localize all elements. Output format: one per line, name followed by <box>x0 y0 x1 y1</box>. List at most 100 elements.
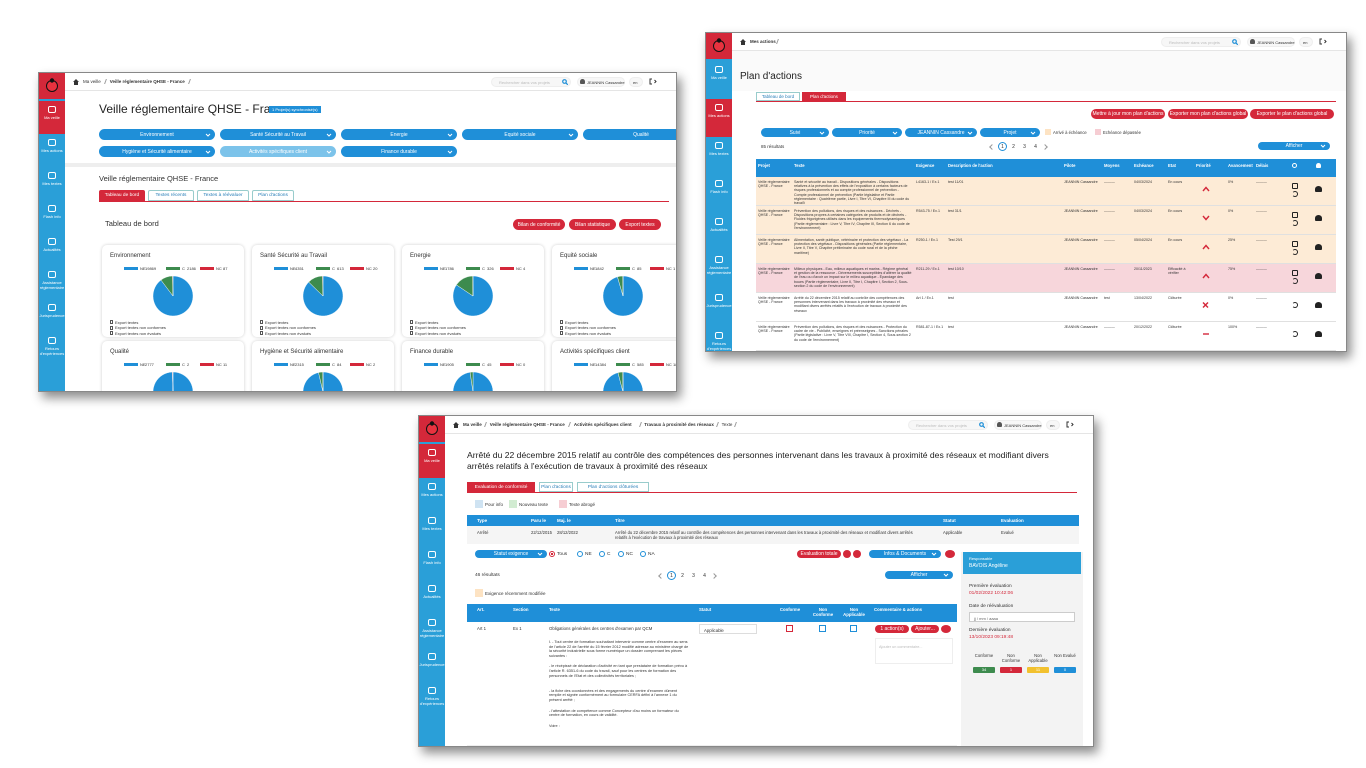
sidebar-item[interactable]: Mes textes <box>706 137 732 175</box>
breadcrumb-item[interactable]: Activités spécifiques client <box>573 422 632 427</box>
radio[interactable] <box>618 551 624 557</box>
icon-button[interactable] <box>853 550 861 558</box>
filter-button[interactable]: Hygiène et Sécurité alimentaire <box>99 146 215 157</box>
assign-icon[interactable] <box>1315 302 1322 308</box>
sidebar-item[interactable]: Retours d'expériences <box>706 327 732 351</box>
tab[interactable]: Plan d'actions clôturées <box>577 482 649 492</box>
filter-button[interactable]: Priorité <box>832 128 902 137</box>
history-icon[interactable] <box>1292 278 1298 284</box>
status-filter[interactable]: Statut exigence <box>475 550 547 558</box>
history-icon[interactable] <box>1292 331 1298 337</box>
lang-box[interactable] <box>629 77 643 87</box>
tab[interactable]: Textes récents <box>148 190 194 201</box>
breadcrumb-item[interactable]: Ma veille <box>463 422 482 427</box>
filter-button[interactable]: Environnement <box>99 129 215 140</box>
sidebar-item[interactable]: Assistance réglementaire <box>39 266 65 299</box>
sidebar-item[interactable]: Retours d'expériences <box>419 682 445 716</box>
radio[interactable] <box>640 551 646 557</box>
tab[interactable]: Evaluation de conformité <box>467 482 535 492</box>
tab[interactable]: Textes à réévaluer <box>197 190 249 201</box>
search-box[interactable] <box>1161 37 1241 47</box>
export-link[interactable]: Export textes non conformes <box>115 325 166 330</box>
export-link[interactable]: Export textes non évalués <box>565 330 612 336</box>
status-checkbox[interactable] <box>850 625 857 632</box>
export-link[interactable]: Export textes non conformes <box>565 325 616 330</box>
user-box[interactable] <box>994 420 1042 430</box>
history-icon[interactable] <box>1292 220 1298 226</box>
sidebar-item[interactable]: Mes actions <box>706 99 732 137</box>
reeval-input[interactable]: jj / mm / aaaa <box>969 612 1075 622</box>
filter-button[interactable]: Qualité <box>583 129 676 140</box>
sidebar-item[interactable]: Mes textes <box>39 167 65 200</box>
history-icon[interactable] <box>1292 191 1298 197</box>
page-number[interactable]: 4 <box>1034 143 1037 150</box>
sidebar-item[interactable]: Jurisprudence <box>39 299 65 332</box>
status-checkbox[interactable] <box>819 625 826 632</box>
status-select[interactable]: Applicable <box>699 624 757 634</box>
user-box[interactable] <box>577 77 625 87</box>
assign-icon[interactable] <box>1315 273 1322 279</box>
search-box[interactable] <box>491 77 571 87</box>
action-button[interactable]: Mettre à jour mon plan d'actions <box>1091 109 1165 119</box>
sidebar-item[interactable]: Mes actions <box>419 478 445 512</box>
tab[interactable]: Plan d'actions <box>802 92 846 101</box>
filter-button[interactable]: Equité sociale <box>462 129 578 140</box>
filter-button[interactable]: Suivi <box>761 128 829 137</box>
sidebar-item[interactable]: Ma veille <box>419 444 445 478</box>
display-button[interactable]: Afficher <box>1258 142 1330 150</box>
page-number[interactable]: 4 <box>703 572 706 579</box>
tab[interactable]: Plan d'actions <box>252 190 294 201</box>
sidebar-item[interactable]: Mes textes <box>419 512 445 546</box>
breadcrumb-item[interactable]: Travaux à proximité des réseaux <box>644 422 714 427</box>
comment-box[interactable]: Ajouter un commentaire... <box>875 638 953 664</box>
sidebar-item[interactable]: Flash info <box>39 200 65 233</box>
export-link[interactable]: Export textes <box>565 319 589 325</box>
sidebar-item[interactable]: Ma veille <box>706 61 732 99</box>
action-button[interactable]: Bilan statistique <box>569 219 616 230</box>
sidebar-item[interactable]: Actualités <box>39 233 65 266</box>
display-button[interactable]: Afficher <box>885 571 953 579</box>
export-link[interactable]: Export textes non conformes <box>265 325 316 330</box>
radio[interactable] <box>577 551 583 557</box>
breadcrumb-item[interactable]: Veille réglementaire QHSE - France <box>109 79 185 84</box>
export-link[interactable]: Export textes <box>115 319 139 325</box>
page-number[interactable]: 2 <box>1012 143 1015 150</box>
assign-icon[interactable] <box>1315 215 1322 221</box>
edit-icon[interactable] <box>1292 241 1298 247</box>
tab[interactable]: Plan d'actions <box>539 482 573 492</box>
assign-icon[interactable] <box>1315 186 1322 192</box>
sidebar-item[interactable]: Assistance réglementaire <box>706 251 732 289</box>
breadcrumb-item[interactable]: Texte <box>721 422 733 427</box>
tab[interactable]: Tableau de bord <box>99 190 145 201</box>
filter-button[interactable]: Finance durable <box>341 146 457 157</box>
sidebar-item[interactable]: Retours d'expériences <box>39 332 65 365</box>
sidebar-item[interactable]: Assistance réglementaire <box>419 614 445 648</box>
add-button[interactable]: Ajouter... <box>911 625 939 633</box>
action-button[interactable]: Exporter mon plan d'actions global <box>1168 109 1248 119</box>
breadcrumb-item[interactable]: Ma veille <box>83 79 101 84</box>
more-button[interactable] <box>945 550 955 558</box>
lang-box[interactable] <box>1046 420 1060 430</box>
export-link[interactable]: Export textes non conformes <box>415 325 466 330</box>
export-link[interactable]: Export textes non évalués <box>265 330 312 336</box>
close-button[interactable] <box>941 625 951 633</box>
action-button[interactable]: Export textes <box>619 219 661 230</box>
action-button[interactable]: Exporter le plan d'actions global <box>1250 109 1334 119</box>
action-button[interactable]: Bilan de conformité <box>513 219 565 230</box>
status-checkbox[interactable] <box>786 625 793 632</box>
export-link[interactable]: Export textes non évalués <box>115 330 162 336</box>
lang-box[interactable] <box>1299 37 1313 47</box>
page-number[interactable]: 1 <box>998 142 1007 151</box>
search-box[interactable] <box>908 420 988 430</box>
lang[interactable]: en <box>1050 422 1055 428</box>
edit-icon[interactable] <box>1292 212 1298 218</box>
lang[interactable]: en <box>1303 39 1308 45</box>
radio[interactable] <box>599 551 605 557</box>
assign-icon[interactable] <box>1315 244 1322 250</box>
history-icon[interactable] <box>1292 302 1298 308</box>
sync-badge[interactable]: 1 Projet(s) synchronisé(s) <box>269 106 321 113</box>
page-number[interactable]: 3 <box>692 572 695 579</box>
sidebar-item[interactable]: Ma veille <box>39 101 65 134</box>
export-link[interactable]: Export textes <box>265 319 289 325</box>
history-icon[interactable] <box>1292 249 1298 255</box>
